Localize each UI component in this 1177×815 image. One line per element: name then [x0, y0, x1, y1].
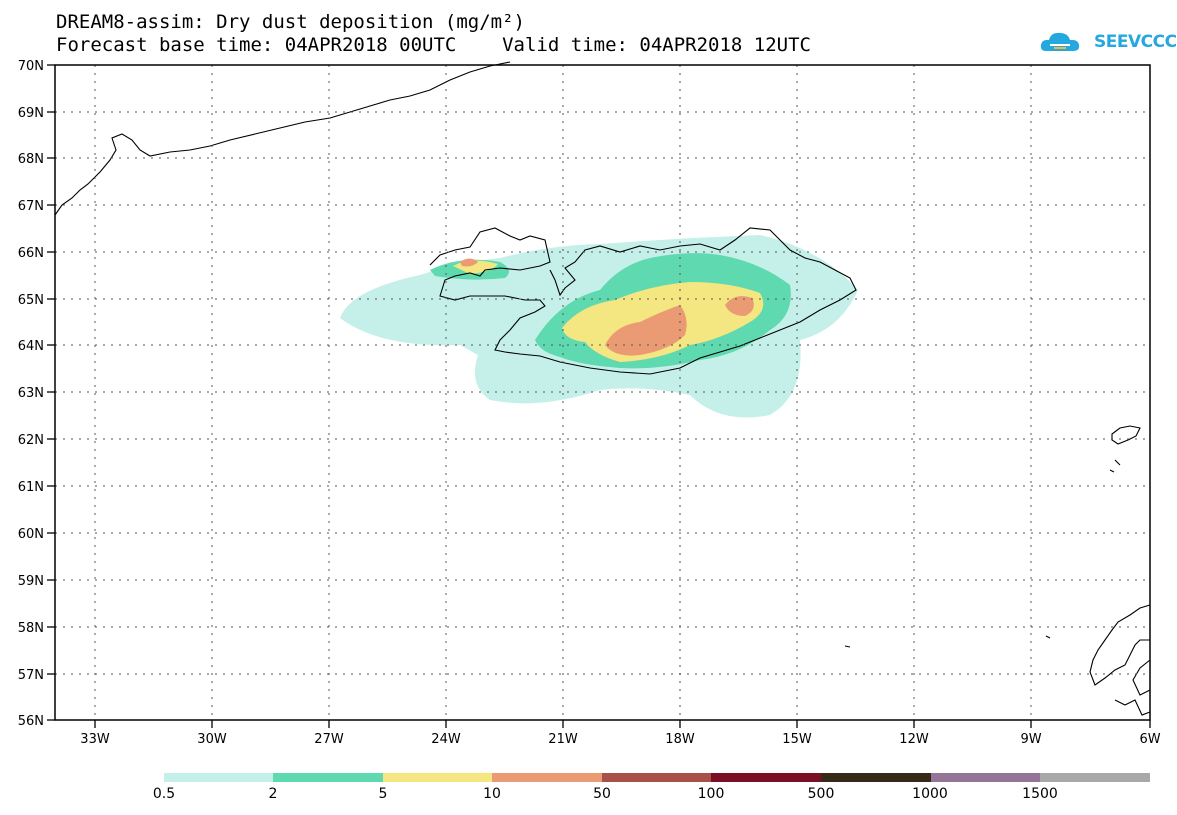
lat-label: 64N — [18, 339, 44, 354]
graticule — [55, 65, 1150, 720]
legend-swatch — [492, 773, 602, 782]
dust-contour-10c — [460, 258, 478, 267]
seevccc-logo: SEEVCCC — [1094, 32, 1177, 52]
lon-label: 12W — [899, 732, 929, 747]
lat-label: 58N — [18, 621, 44, 636]
lat-label: 65N — [18, 293, 44, 308]
lat-label: 59N — [18, 574, 44, 589]
lat-label: 68N — [18, 152, 44, 167]
greenland-coast — [54, 61, 511, 216]
cloud-icon — [1040, 32, 1080, 51]
legend-label: 5 — [378, 786, 388, 802]
legend-swatch — [820, 773, 931, 782]
legend-swatch — [930, 773, 1041, 782]
lat-label: 56N — [18, 714, 44, 729]
lat-label: 70N — [18, 59, 44, 74]
legend-label: 1000 — [912, 786, 948, 802]
lon-label: 9W — [1020, 732, 1041, 747]
map-title: DREAM8-assim: Dry dust deposition (mg/m²… — [56, 11, 525, 33]
lat-label: 67N — [18, 199, 44, 214]
legend-label: 50 — [593, 786, 611, 802]
lon-label: 21W — [548, 732, 578, 747]
lon-label: 24W — [431, 732, 461, 747]
coastlines — [54, 61, 1151, 716]
lat-label: 63N — [18, 386, 44, 401]
legend-label: 0.5 — [152, 786, 176, 802]
lat-label: 62N — [18, 433, 44, 448]
legend-swatch — [164, 773, 273, 782]
legend-swatch — [1040, 773, 1150, 782]
lon-label: 6W — [1139, 732, 1160, 747]
latitude-labels: 70N 69N 68N 67N 66N 65N 64N 63N 62N 61N … — [18, 59, 44, 729]
legend-label: 10 — [483, 786, 501, 802]
lat-label: 61N — [18, 480, 44, 495]
lon-label: 33W — [80, 732, 110, 747]
map-subtitle: Forecast base time: 04APR2018 00UTC Vali… — [56, 34, 811, 56]
longitude-labels: 33W 30W 27W 24W 21W 18W 15W 12W 9W 6W — [80, 732, 1160, 747]
legend-label: 2 — [268, 786, 278, 802]
lat-label: 57N — [18, 668, 44, 683]
legend-swatch — [273, 773, 383, 782]
lon-label: 15W — [782, 732, 812, 747]
lat-label: 69N — [18, 106, 44, 121]
dust-field — [340, 235, 858, 418]
legend-label: 100 — [697, 786, 725, 802]
dust-contour-10a — [605, 305, 687, 356]
ticks — [47, 64, 1151, 728]
legend-colorbar — [164, 773, 1150, 782]
map-frame — [54, 64, 1151, 721]
legend-swatch — [382, 773, 493, 782]
lon-label: 18W — [665, 732, 695, 747]
lon-label: 30W — [197, 732, 227, 747]
lon-label: 27W — [314, 732, 344, 747]
legend-swatch — [601, 773, 712, 782]
legend-label: 1500 — [1022, 786, 1058, 802]
dust-contour-10b — [725, 296, 754, 316]
scotland-coast — [844, 604, 1151, 716]
faroe-coast — [1109, 425, 1141, 473]
lat-label: 60N — [18, 527, 44, 542]
legend-label: 500 — [807, 786, 835, 802]
lat-label: 66N — [18, 246, 44, 261]
iceland-coast — [429, 227, 857, 375]
legend-swatch — [711, 773, 821, 782]
